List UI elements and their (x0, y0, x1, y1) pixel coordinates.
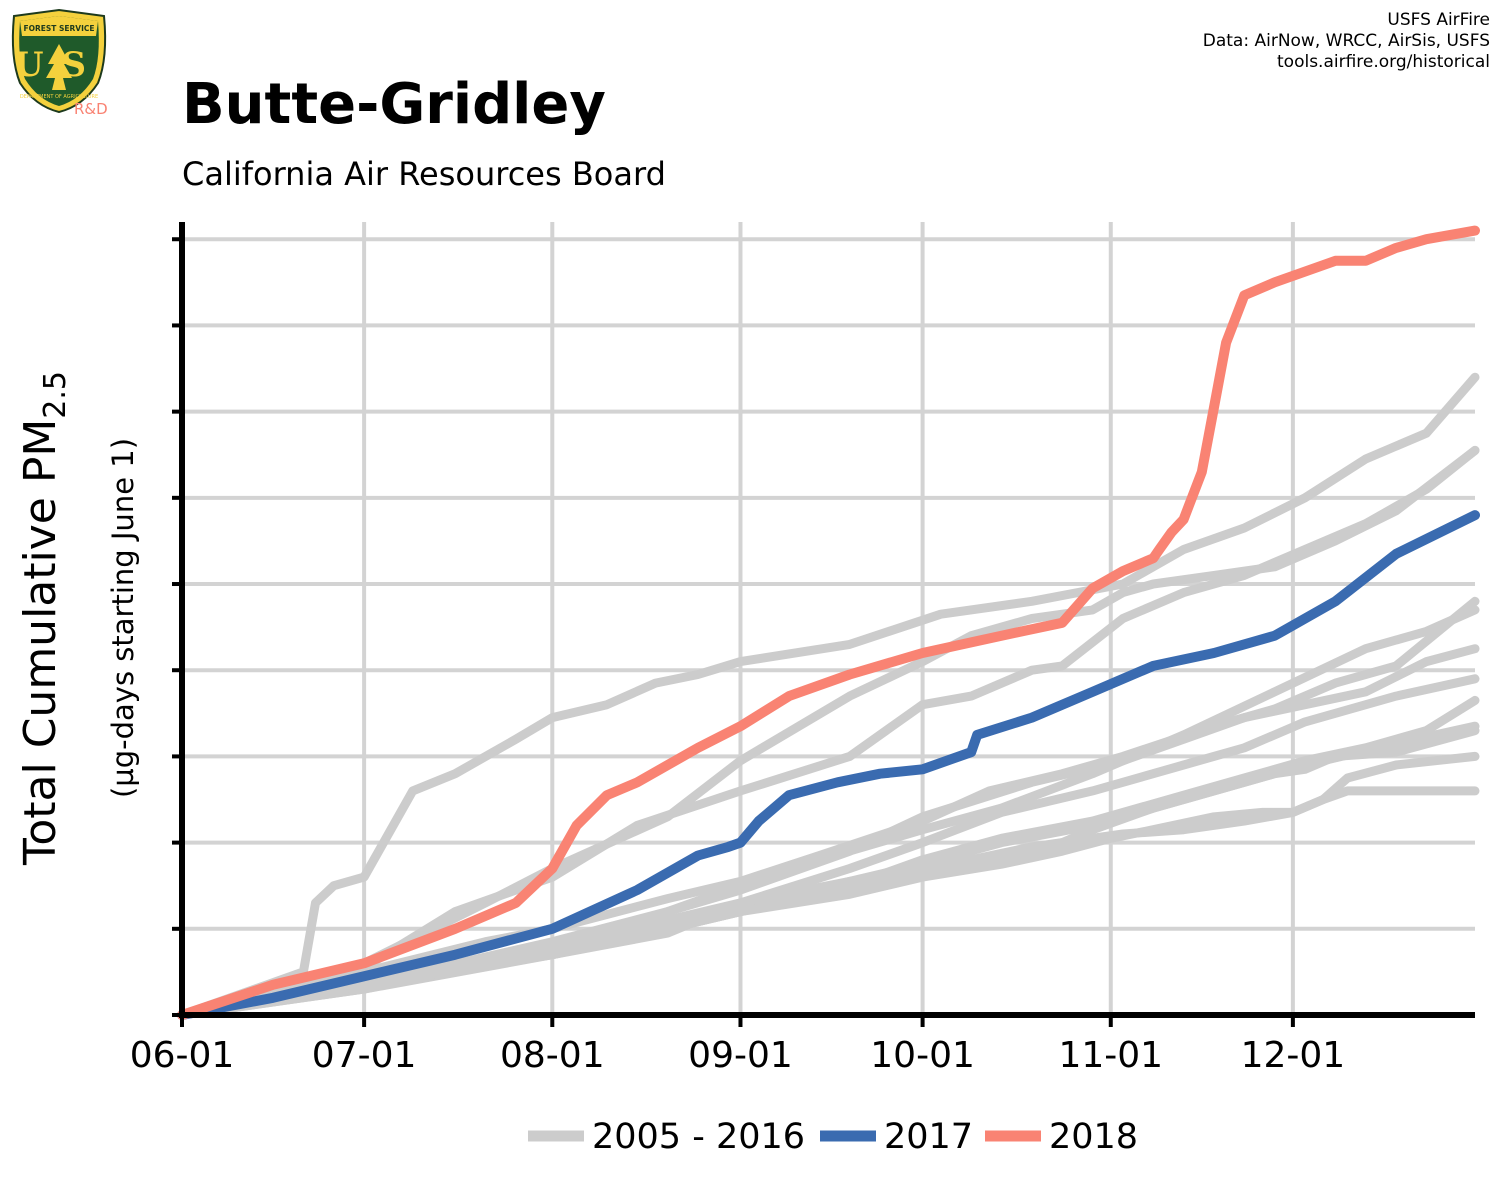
credit-line: USFS AirFire (1387, 10, 1490, 30)
x-tick-labels: 06-01 07-01 08-01 09-01 10-01 11-01 12-01 (130, 1035, 1345, 1076)
x-tick-label: 08-01 (500, 1035, 605, 1076)
credits: USFS AirFire Data: AirNow, WRCC, AirSis,… (1203, 10, 1490, 73)
logo-badge: R&D (74, 100, 108, 118)
legend-label: 2005 - 2016 (592, 1117, 805, 1157)
x-tick-label: 06-01 (130, 1035, 235, 1076)
logo-letters: US (14, 45, 104, 85)
grid (182, 222, 1475, 1015)
y-axis-label: Total Cumulative PM2.5 (µg-days starting… (15, 371, 140, 866)
x-tick-label: 11-01 (1058, 1035, 1163, 1076)
x-tick-label: 09-01 (688, 1035, 793, 1076)
axes (172, 222, 1475, 1027)
historical-series-line (177, 372, 1480, 1020)
logo-bottom-text: DEPARTMENT OF AGRICULTURE (20, 94, 98, 100)
credit-line: Data: AirNow, WRCC, AirSis, USFS (1202, 31, 1490, 51)
y-axis-subtitle: (µg-days starting June 1) (106, 438, 140, 798)
legend: 2005 - 2016 2017 2018 (528, 1117, 1138, 1157)
y-axis-title-sub: 2.5 (38, 371, 73, 419)
series-line-2017 (177, 510, 1480, 1020)
highlight-series-group (177, 225, 1480, 1020)
y-axis-title: Total Cumulative PM2.5 (15, 371, 73, 866)
x-tick-label: 07-01 (312, 1035, 417, 1076)
legend-label: 2017 (884, 1117, 973, 1157)
logo-top-text: FOREST SERVICE (23, 24, 94, 33)
chart-subtitle: California Air Resources Board (182, 155, 666, 193)
historical-series-line (177, 605, 1480, 1020)
historical-series-group (177, 372, 1480, 1020)
forest-service-logo: FOREST SERVICE US DEPARTMENT OF AGRICULT… (8, 8, 110, 118)
x-tick-label: 10-01 (870, 1035, 975, 1076)
series-line-2018 (177, 225, 1480, 1020)
credit-line: tools.airfire.org/historical (1277, 52, 1490, 72)
forest-service-shield-icon: FOREST SERVICE US DEPARTMENT OF AGRICULT… (11, 8, 107, 114)
legend-label: 2018 (1049, 1117, 1138, 1157)
chart-title: Butte-Gridley (182, 72, 606, 137)
x-tick-label: 12-01 (1241, 1035, 1346, 1076)
historical-series-line (177, 786, 1480, 1020)
y-axis-title-main: Total Cumulative PM (15, 419, 66, 866)
